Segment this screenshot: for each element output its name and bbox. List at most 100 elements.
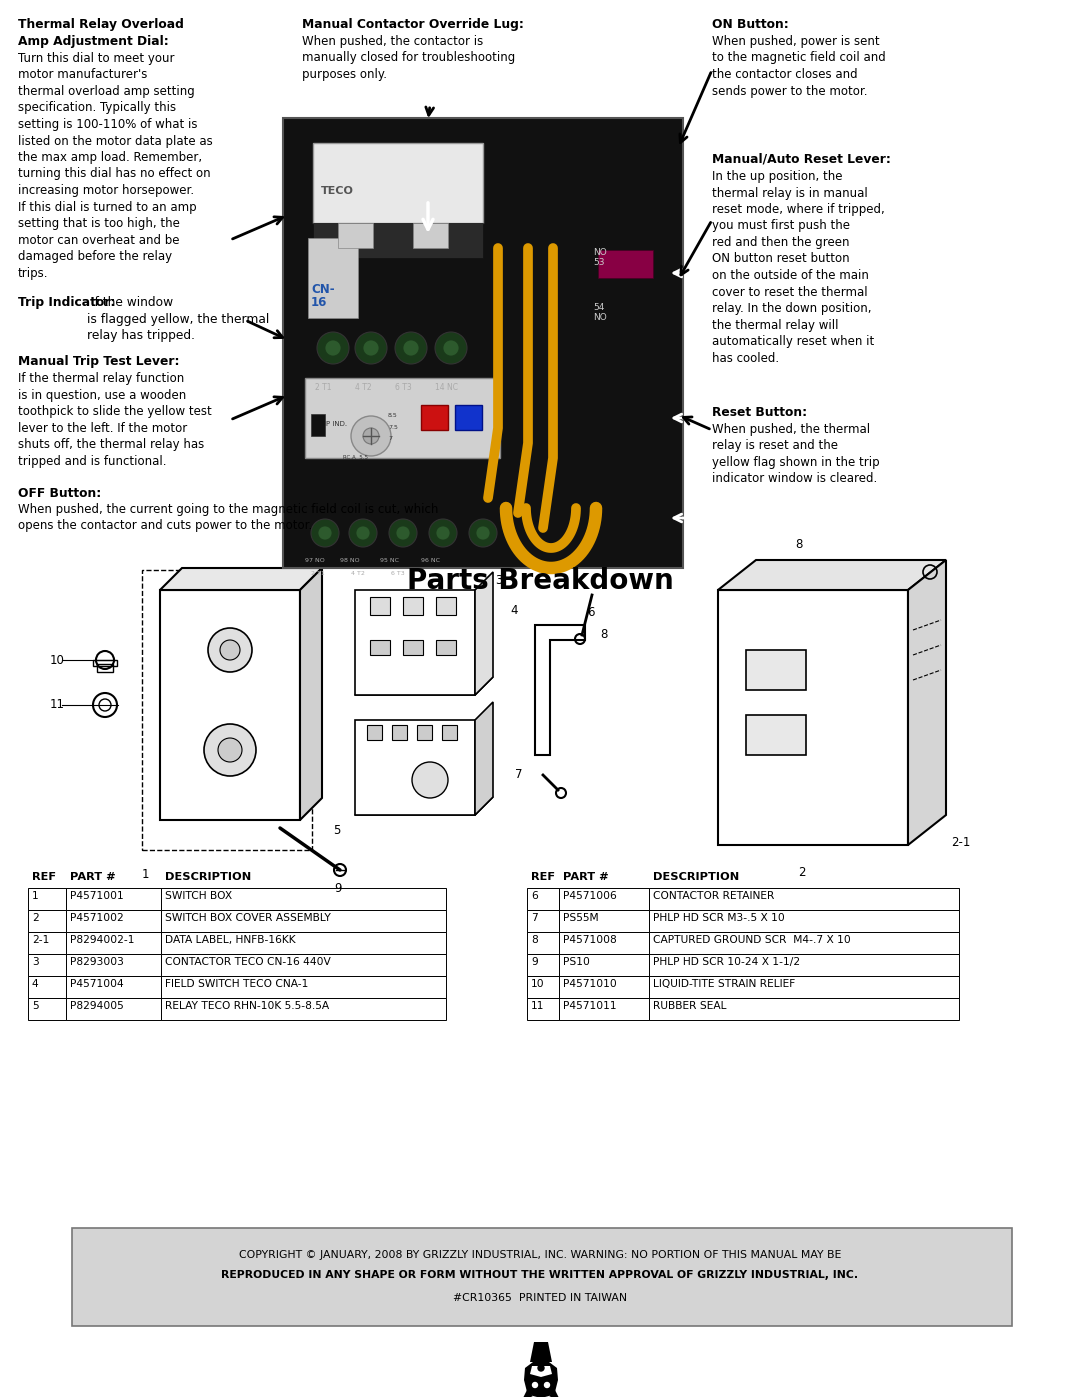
Bar <box>527 954 559 977</box>
Polygon shape <box>718 590 908 845</box>
Bar <box>370 597 390 615</box>
Circle shape <box>429 520 457 548</box>
Bar <box>66 954 161 977</box>
Text: Reset Button:: Reset Button: <box>712 407 807 419</box>
Text: 5: 5 <box>333 823 340 837</box>
Text: In the up position, the
thermal relay is in manual
reset mode, where if tripped,: In the up position, the thermal relay is… <box>712 170 885 365</box>
Text: Turn this dial to meet your
motor manufacturer's
thermal overload amp setting
sp: Turn this dial to meet your motor manufa… <box>18 52 213 279</box>
Text: P4571002: P4571002 <box>70 914 124 923</box>
Text: 4: 4 <box>510 604 517 616</box>
Text: TECO: TECO <box>321 186 354 196</box>
Bar <box>308 237 357 319</box>
Bar <box>527 977 559 997</box>
Bar <box>417 725 432 740</box>
Text: 2: 2 <box>32 914 39 923</box>
Bar <box>161 909 446 932</box>
Bar <box>66 977 161 997</box>
Bar <box>559 977 649 997</box>
Bar <box>559 954 649 977</box>
Circle shape <box>355 332 387 365</box>
Circle shape <box>403 339 419 356</box>
Bar <box>559 909 649 932</box>
Circle shape <box>318 527 332 541</box>
Bar <box>161 977 446 997</box>
Bar <box>527 932 559 954</box>
Bar <box>28 954 66 977</box>
Text: 2-1: 2-1 <box>32 935 50 944</box>
Text: CONTACTOR RETAINER: CONTACTOR RETAINER <box>653 891 774 901</box>
Bar <box>527 888 559 909</box>
Bar <box>403 597 423 615</box>
Text: ON Button:: ON Button: <box>712 18 788 31</box>
Text: Parts Breakdown: Parts Breakdown <box>407 567 673 595</box>
Polygon shape <box>549 1390 561 1397</box>
Bar <box>141 570 312 849</box>
Text: 7: 7 <box>531 914 538 923</box>
Text: 95 NC: 95 NC <box>380 557 399 563</box>
Polygon shape <box>355 678 492 694</box>
Text: 8.5: 8.5 <box>388 414 397 418</box>
Text: 1: 1 <box>32 891 39 901</box>
Circle shape <box>218 738 242 761</box>
Bar <box>28 909 66 932</box>
Text: PART #: PART # <box>70 872 116 882</box>
Circle shape <box>351 416 391 455</box>
Bar <box>436 640 456 655</box>
Circle shape <box>325 339 341 356</box>
Text: P4571004: P4571004 <box>70 979 124 989</box>
Text: 5: 5 <box>32 1002 39 1011</box>
Circle shape <box>532 1383 538 1387</box>
Polygon shape <box>355 719 475 814</box>
Text: PHLP HD SCR M3-.5 X 10: PHLP HD SCR M3-.5 X 10 <box>653 914 785 923</box>
Text: CN-: CN- <box>311 284 335 296</box>
Text: REF: REF <box>32 872 56 882</box>
Text: P4571001: P4571001 <box>70 891 124 901</box>
Circle shape <box>544 1383 550 1387</box>
Bar <box>97 664 113 672</box>
Text: 16: 16 <box>311 296 327 309</box>
Bar <box>28 997 66 1020</box>
Circle shape <box>311 520 339 548</box>
Bar <box>559 932 649 954</box>
Text: P8294005: P8294005 <box>70 1002 124 1011</box>
Bar <box>559 997 649 1020</box>
Text: DESCRIPTION: DESCRIPTION <box>653 872 739 882</box>
Text: CONTACTOR TECO CN-16 440V: CONTACTOR TECO CN-16 440V <box>165 957 330 967</box>
Text: 9: 9 <box>334 882 341 894</box>
Text: 2 T1: 2 T1 <box>311 571 325 576</box>
Polygon shape <box>160 569 322 590</box>
Circle shape <box>396 527 410 541</box>
Text: 6: 6 <box>531 891 538 901</box>
Bar <box>313 142 483 224</box>
Text: 10: 10 <box>50 654 65 666</box>
Bar <box>455 405 482 430</box>
Circle shape <box>411 761 448 798</box>
Text: 8: 8 <box>531 935 538 944</box>
Circle shape <box>389 520 417 548</box>
Text: 10: 10 <box>531 979 544 989</box>
Text: Manual/Auto Reset Lever:: Manual/Auto Reset Lever: <box>712 154 891 166</box>
Text: #CR10365  PRINTED IN TAIWAN: #CR10365 PRINTED IN TAIWAN <box>453 1294 627 1303</box>
Bar <box>161 997 446 1020</box>
Circle shape <box>356 527 370 541</box>
Text: 2 T1: 2 T1 <box>315 383 332 393</box>
Text: 4 T2: 4 T2 <box>355 383 372 393</box>
Text: NO
53: NO 53 <box>593 249 607 267</box>
Circle shape <box>220 640 240 659</box>
Text: LIQUID-TITE STRAIN RELIEF: LIQUID-TITE STRAIN RELIEF <box>653 979 795 989</box>
Text: FIELD SWITCH TECO CNA-1: FIELD SWITCH TECO CNA-1 <box>165 979 309 989</box>
Circle shape <box>469 520 497 548</box>
Text: 14 NC: 14 NC <box>435 383 458 393</box>
Text: 98 NO: 98 NO <box>340 557 360 563</box>
Bar <box>28 932 66 954</box>
Text: 4: 4 <box>32 979 39 989</box>
Text: CAPTURED GROUND SCR  M4-.7 X 10: CAPTURED GROUND SCR M4-.7 X 10 <box>653 935 851 944</box>
Bar <box>649 932 959 954</box>
Text: Manual Contactor Override Lug:: Manual Contactor Override Lug: <box>302 18 524 31</box>
Bar <box>311 414 325 436</box>
Text: 7: 7 <box>515 768 523 781</box>
Bar <box>338 224 373 249</box>
Bar <box>161 932 446 954</box>
Bar <box>28 977 66 997</box>
Text: If the thermal relay function
is in question, use a wooden
toothpick to slide th: If the thermal relay function is in ques… <box>18 372 212 468</box>
